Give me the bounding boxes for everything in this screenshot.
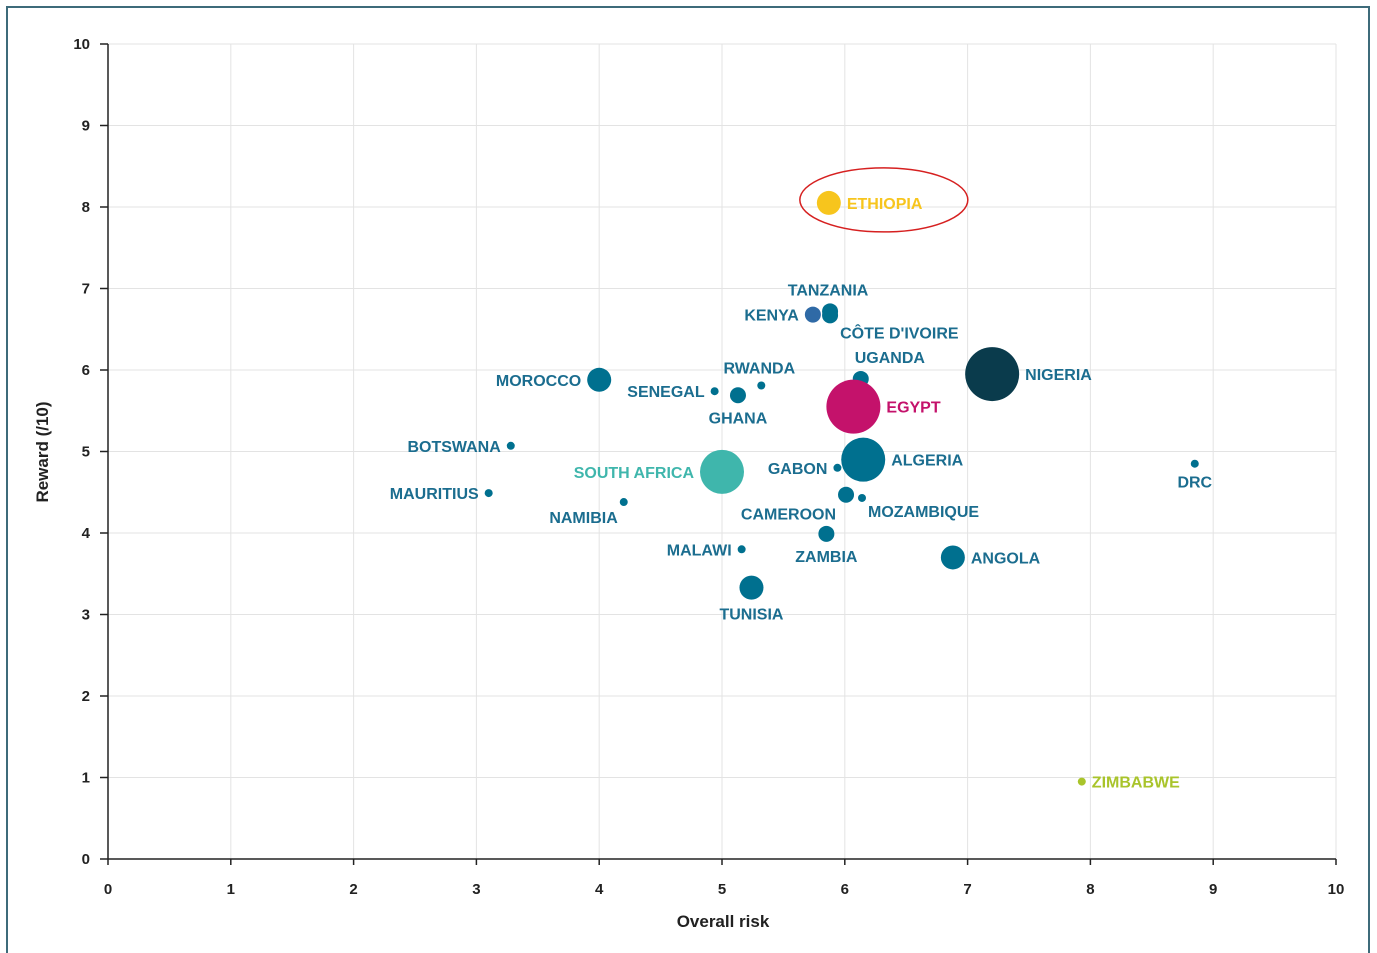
label-nigeria: NIGERIA [1025, 367, 1092, 384]
point-angola [940, 545, 965, 570]
point-rwanda [757, 381, 766, 390]
x-tick-label: 0 [104, 881, 112, 898]
point-algeria [841, 437, 886, 482]
label-mauritius: MAURITIUS [390, 486, 479, 503]
point-senegal [710, 387, 719, 396]
x-tick-label: 9 [1209, 881, 1217, 898]
y-tick-label: 8 [82, 199, 90, 216]
label-algeria: ALGERIA [891, 453, 963, 470]
label-zimbabwe: ZIMBABWE [1092, 775, 1180, 792]
point-south-africa [700, 449, 744, 494]
y-tick-label: 7 [82, 281, 90, 298]
point-mauritius [484, 489, 493, 498]
label-botswana: BOTSWANA [407, 439, 501, 456]
point-zimbabwe [1077, 777, 1086, 786]
y-tick-label: 1 [82, 770, 90, 787]
y-tick-label: 4 [82, 525, 91, 542]
x-tick-label: 4 [595, 881, 604, 898]
point-namibia [619, 498, 628, 507]
label-uganda: UGANDA [855, 350, 926, 367]
point-drc [1190, 459, 1199, 468]
x-tick-label: 5 [718, 881, 726, 898]
label-tunisia: TUNISIA [719, 607, 783, 624]
x-tick-label: 8 [1086, 881, 1094, 898]
data-points [484, 190, 1199, 786]
y-tick-labels: 0 1 2 3 4 5 6 7 8 9 10 [73, 36, 90, 868]
point-botswana [506, 441, 515, 450]
label-ethiopia: ETHIOPIA [847, 196, 923, 213]
label-c-te-d-ivoire: CÔTE D'IVOIRE [840, 323, 959, 342]
grid-lines [108, 43, 1337, 859]
x-tick-label: 7 [963, 881, 971, 898]
y-tick-label: 0 [82, 851, 90, 868]
y-tick-label: 5 [82, 444, 90, 461]
y-tick-label: 6 [82, 362, 90, 379]
label-rwanda: RWANDA [723, 360, 795, 377]
label-angola: ANGOLA [971, 550, 1041, 567]
x-tick-label: 1 [227, 881, 235, 898]
label-namibia: NAMIBIA [549, 510, 618, 527]
y-tick-label: 9 [82, 118, 90, 135]
label-zambia: ZAMBIA [795, 549, 858, 566]
label-gabon: GABON [768, 461, 828, 478]
label-egypt: EGYPT [886, 400, 940, 417]
x-tick-label: 2 [349, 881, 357, 898]
x-tick-label: 10 [1328, 881, 1345, 898]
x-tick-label: 3 [472, 881, 480, 898]
x-tick-labels: 0 1 2 3 4 5 6 7 8 9 10 [104, 881, 1345, 898]
y-tick-label: 10 [73, 36, 90, 53]
label-morocco: MOROCCO [496, 373, 581, 390]
y-tick-label: 3 [82, 607, 90, 624]
label-tanzania: TANZANIA [788, 282, 869, 299]
point-malawi [737, 545, 746, 554]
x-tick-label: 6 [841, 881, 849, 898]
label-senegal: SENEGAL [627, 384, 705, 401]
y-axis-title: Reward (/10) [33, 401, 52, 502]
point-tunisia [739, 575, 764, 600]
point-egypt [826, 379, 881, 434]
point-c-te-d-ivoire [822, 307, 839, 324]
point-ethiopia [816, 190, 841, 215]
point-cameroon [838, 486, 855, 503]
label-malawi: MALAWI [667, 542, 732, 559]
axes [100, 43, 1337, 865]
label-mozambique: MOZAMBIQUE [868, 504, 979, 521]
highlight-ellipse [799, 167, 969, 233]
point-ghana [729, 387, 746, 404]
chart-frame [6, 6, 1370, 953]
label-ghana: GHANA [709, 410, 768, 427]
label-south-africa: SOUTH AFRICA [574, 465, 695, 482]
point-morocco [587, 367, 612, 392]
point-nigeria [965, 347, 1020, 402]
point-mozambique [857, 493, 866, 502]
x-axis-title: Overall risk [677, 912, 770, 931]
label-cameroon: CAMEROON [741, 507, 836, 524]
point-kenya [804, 306, 821, 323]
y-tick-label: 2 [82, 688, 90, 705]
point-labels: ETHIOPIA TANZANIA KENYA CÔTE D'IVOIRE RWANDA… [390, 196, 1213, 792]
label-kenya: KENYA [744, 308, 799, 325]
point-gabon [833, 463, 842, 472]
label-drc: DRC [1177, 475, 1212, 492]
point-zambia [818, 525, 835, 542]
